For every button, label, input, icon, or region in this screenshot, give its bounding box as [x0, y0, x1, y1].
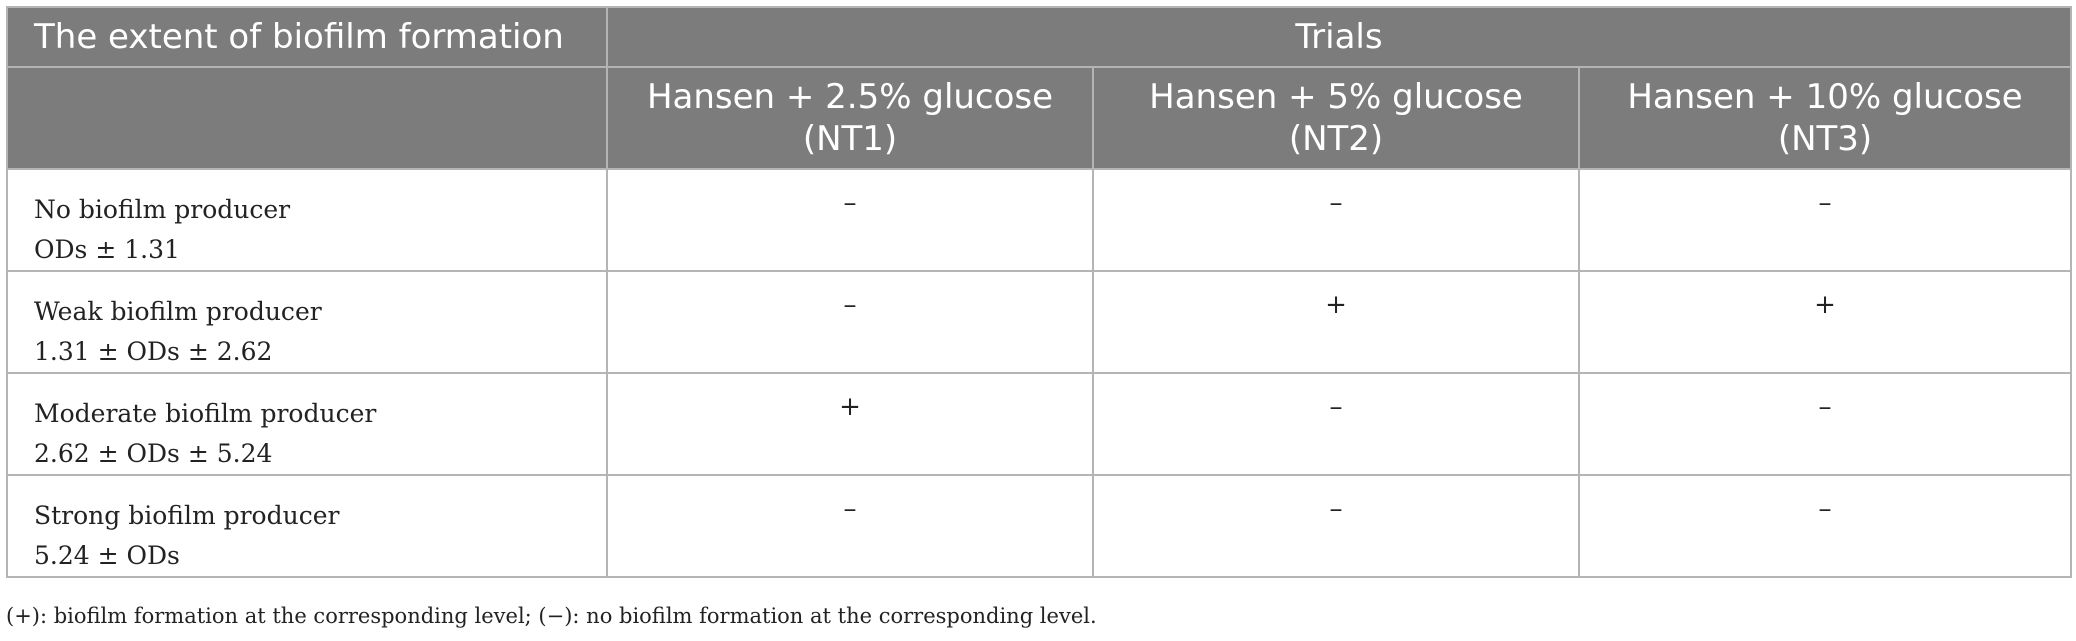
column-header-nt3: Hansen + 10% glucose (NT3) [1578, 66, 2072, 170]
header-row-2: Hansen + 2.5% glucose (NT1) Hansen + 5% … [6, 66, 2072, 170]
result-cell-nt2: – [1092, 168, 1580, 272]
producer-name: Moderate biofilm producer [34, 399, 377, 428]
biofilm-table: The extent of biofilm formation Trials H… [6, 6, 2072, 578]
column-header-line1: Hansen + 10% glucose [1627, 77, 2023, 117]
producer-name: Strong biofilm producer [34, 501, 340, 530]
producer-name: No biofilm producer [34, 195, 291, 224]
result-cell-nt3: – [1578, 168, 2072, 272]
row-label-cell: Weak biofilm producer 1.31 ± ODs ± 2.62 [6, 270, 608, 374]
result-cell-nt2: + [1092, 270, 1580, 374]
result-cell-nt1: – [606, 168, 1094, 272]
result-cell-nt1: – [606, 474, 1094, 578]
result-cell-nt2: – [1092, 474, 1580, 578]
column-header-nt2: Hansen + 5% glucose (NT2) [1092, 66, 1580, 170]
column-header-line2: (NT1) [802, 119, 898, 159]
table-footnote: (+): biofilm formation at the correspond… [6, 604, 1097, 628]
result-cell-nt2: – [1092, 372, 1580, 476]
biofilm-table-container: The extent of biofilm formation Trials H… [6, 6, 2072, 578]
row-label-cell: Moderate biofilm producer 2.62 ± ODs ± 5… [6, 372, 608, 476]
od-criterion: ODs ± 1.31 [34, 235, 180, 264]
table-row: Weak biofilm producer 1.31 ± ODs ± 2.62 … [6, 270, 2072, 374]
trials-header: Trials [606, 6, 2072, 68]
od-criterion: 5.24 ± ODs [34, 541, 180, 570]
od-criterion: 2.62 ± ODs ± 5.24 [34, 439, 273, 468]
producer-name: Weak biofilm producer [34, 297, 322, 326]
result-cell-nt3: + [1578, 270, 2072, 374]
column-header-line2: (NT3) [1777, 119, 1873, 159]
od-criterion: 1.31 ± ODs ± 2.62 [34, 337, 273, 366]
extent-header: The extent of biofilm formation [6, 6, 608, 68]
result-cell-nt3: – [1578, 372, 2072, 476]
column-header-line1: Hansen + 2.5% glucose [646, 77, 1054, 117]
result-cell-nt1: + [606, 372, 1094, 476]
column-header-nt1: Hansen + 2.5% glucose (NT1) [606, 66, 1094, 170]
row-label-cell: No biofilm producer ODs ± 1.31 [6, 168, 608, 272]
column-header-line1: Hansen + 5% glucose [1149, 77, 1523, 117]
column-header-line2: (NT2) [1288, 119, 1384, 159]
table-row: No biofilm producer ODs ± 1.31 – – – [6, 168, 2072, 272]
empty-header-cell [6, 66, 608, 170]
result-cell-nt3: – [1578, 474, 2072, 578]
table-row: Moderate biofilm producer 2.62 ± ODs ± 5… [6, 372, 2072, 476]
table-row: Strong biofilm producer 5.24 ± ODs – – – [6, 474, 2072, 578]
result-cell-nt1: – [606, 270, 1094, 374]
header-row-1: The extent of biofilm formation Trials [6, 6, 2072, 68]
row-label-cell: Strong biofilm producer 5.24 ± ODs [6, 474, 608, 578]
